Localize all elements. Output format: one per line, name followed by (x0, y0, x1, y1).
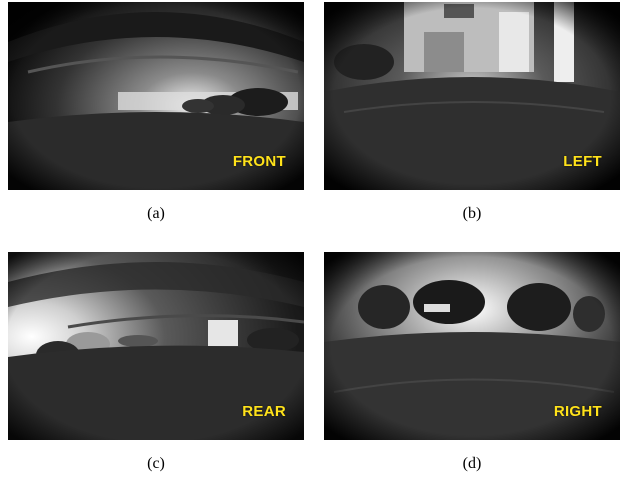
left-camera-image: LEFT (324, 2, 620, 190)
left-camera-label: LEFT (563, 153, 602, 170)
caption-b: (b) (462, 205, 482, 222)
caption-d: (d) (462, 455, 482, 472)
right-camera-label: RIGHT (553, 403, 602, 420)
rear-camera-image: REAR (8, 252, 304, 440)
rear-camera-label: REAR (242, 403, 286, 420)
caption-a: (a) (147, 205, 165, 222)
right-camera-image: RIGHT (324, 252, 620, 440)
caption-c: (c) (147, 455, 165, 472)
front-camera-label: FRONT (232, 153, 286, 170)
front-camera-image: FRONT (8, 2, 304, 190)
